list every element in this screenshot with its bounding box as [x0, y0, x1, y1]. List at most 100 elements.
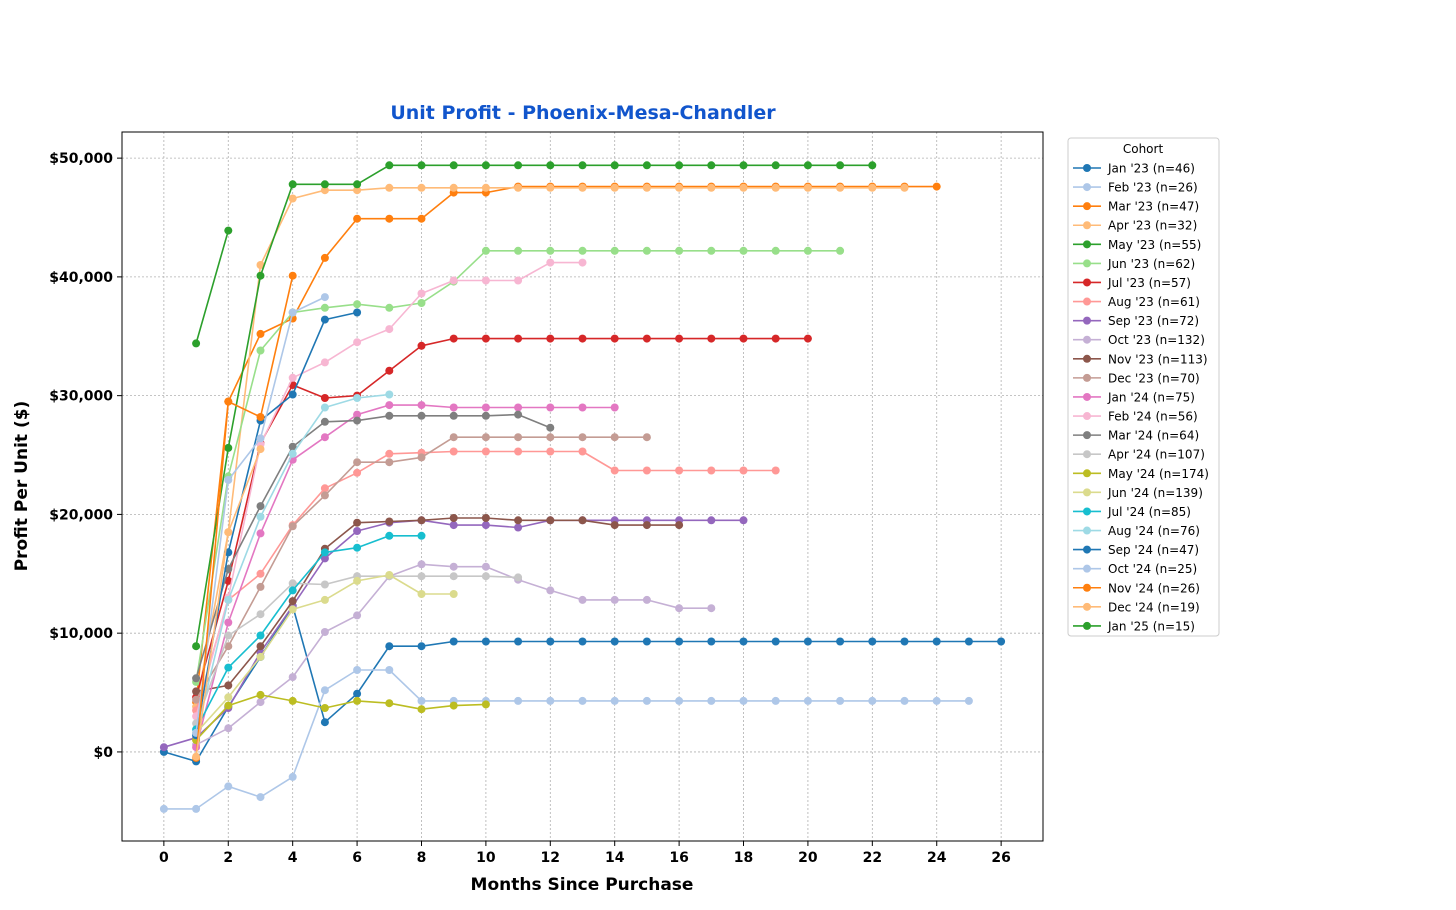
y-tick-label: $50,000 — [49, 151, 113, 167]
data-point — [546, 183, 555, 192]
data-point — [353, 394, 362, 402]
legend-label: Feb '24 (n=56) — [1108, 410, 1198, 424]
data-point — [224, 443, 233, 452]
legend-item: Apr '24 (n=107) — [1073, 448, 1205, 462]
legend-swatch-marker — [1083, 526, 1091, 535]
data-point — [481, 246, 490, 255]
data-point — [514, 334, 523, 343]
series-line — [195, 413, 551, 679]
data-point — [353, 338, 362, 347]
data-point — [385, 303, 394, 312]
data-point — [288, 308, 297, 317]
data-point — [578, 403, 587, 412]
data-point — [417, 161, 426, 170]
x-tick-label: 24 — [927, 850, 947, 866]
series-line — [195, 337, 808, 698]
data-point — [224, 226, 233, 235]
data-point — [739, 334, 748, 343]
legend-item: Jun '24 (n=139) — [1073, 486, 1203, 500]
data-point — [385, 571, 394, 579]
data-point — [288, 449, 297, 458]
series-9 — [192, 560, 716, 749]
legend-swatch-marker — [1083, 431, 1091, 440]
legend-item: Aug '23 (n=61) — [1073, 295, 1200, 309]
data-point — [707, 637, 716, 646]
data-point — [739, 183, 748, 192]
data-point — [256, 582, 265, 591]
legend-item: Jan '25 (n=15) — [1073, 619, 1195, 633]
data-point — [288, 194, 297, 203]
data-point — [224, 724, 233, 733]
legend-label: Jan '24 (n=75) — [1107, 390, 1195, 404]
data-point — [578, 447, 587, 456]
data-point — [320, 293, 329, 302]
data-point — [385, 666, 394, 674]
legend-label: Aug '23 (n=61) — [1108, 295, 1200, 309]
data-point — [417, 341, 426, 350]
data-point — [224, 782, 233, 791]
data-point — [417, 531, 426, 540]
data-point — [803, 334, 812, 343]
y-axis-title: Profit Per Unit ($) — [12, 401, 32, 572]
data-point — [320, 484, 329, 493]
data-point — [578, 334, 587, 343]
series-line — [195, 164, 873, 647]
data-point — [610, 466, 619, 475]
legend-box — [1067, 137, 1220, 637]
legend-item: Dec '23 (n=70) — [1073, 371, 1200, 385]
legend-swatch-marker — [1083, 583, 1091, 592]
x-tick-label: 10 — [476, 850, 496, 866]
data-point — [642, 637, 651, 646]
series-12 — [192, 401, 619, 752]
data-point — [739, 161, 748, 170]
y-tick-label: $10,000 — [49, 626, 113, 642]
data-point — [481, 572, 490, 581]
legend-swatch-marker — [1083, 259, 1091, 268]
x-tick-label: 18 — [734, 850, 753, 866]
legend-label: Dec '24 (n=19) — [1108, 600, 1200, 614]
data-point — [417, 183, 426, 192]
data-point — [836, 161, 845, 170]
data-point — [224, 397, 233, 406]
data-point — [546, 696, 555, 705]
legend-item: Feb '24 (n=56) — [1073, 410, 1198, 424]
legend-item: Jul '24 (n=85) — [1073, 505, 1191, 519]
data-point — [353, 308, 362, 317]
series-1 — [159, 666, 973, 813]
data-point — [224, 576, 233, 585]
data-point — [320, 595, 329, 604]
y-axis: $0 $10,000 $20,000 $30,000 $40,000 $50,000 — [49, 151, 122, 761]
data-point — [449, 521, 458, 530]
data-point — [707, 183, 716, 192]
legend-item: Sep '24 (n=47) — [1073, 543, 1199, 557]
data-point — [385, 183, 394, 192]
x-tick-label: 16 — [669, 850, 688, 866]
data-point — [385, 458, 394, 467]
data-point — [449, 161, 458, 170]
data-point — [256, 434, 265, 443]
y-tick-label: $40,000 — [49, 270, 113, 286]
data-point — [385, 517, 394, 526]
data-point — [417, 560, 426, 569]
data-point — [320, 403, 329, 412]
data-point — [353, 458, 362, 467]
data-point — [771, 637, 780, 646]
data-point — [417, 705, 426, 714]
legend-label: Jul '23 (n=57) — [1107, 276, 1191, 290]
legend-item: Jul '23 (n=57) — [1073, 276, 1191, 290]
y-tick-label: $20,000 — [49, 507, 113, 523]
data-point — [417, 214, 426, 223]
data-point — [642, 246, 651, 255]
data-point — [224, 595, 233, 604]
data-point — [449, 637, 458, 646]
x-tick-label: 12 — [541, 850, 560, 866]
data-point — [320, 180, 329, 189]
x-tick-label: 8 — [417, 850, 427, 866]
data-point — [385, 449, 394, 458]
data-point — [417, 289, 426, 298]
legend-swatch-marker — [1083, 202, 1091, 211]
data-point — [192, 339, 201, 348]
series-21 — [192, 293, 329, 737]
data-point — [481, 334, 490, 343]
